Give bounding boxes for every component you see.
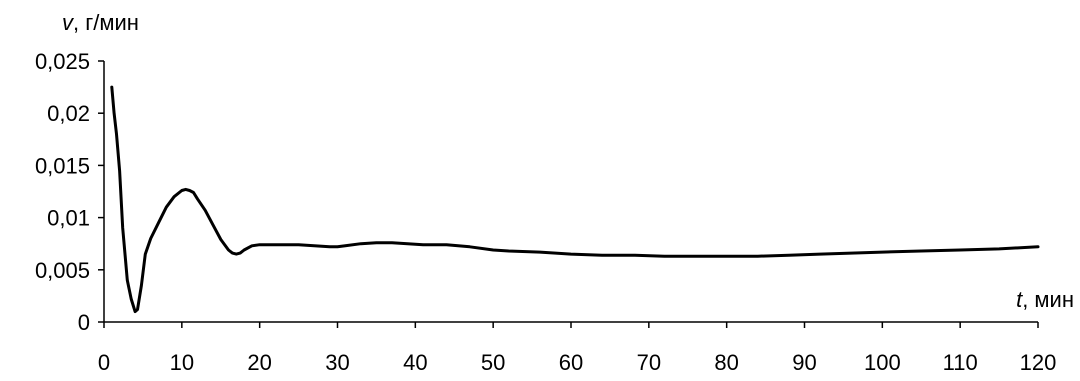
y-axis-label: v, г/мин [62,10,139,35]
y-tick-label: 0,02 [47,101,90,126]
x-axis-variable: t [1016,287,1023,312]
x-axis-unit: , мин [1022,287,1074,312]
y-tick-label: 0 [78,310,90,335]
y-axis-variable: v [62,10,75,35]
y-axis-unit: , г/мин [73,10,139,35]
series-layer [110,85,1040,314]
x-tick-label: 90 [792,350,816,375]
x-tick-label: 10 [170,350,194,375]
x-axis-label: t, мин [1016,287,1074,312]
x-tick-label: 0 [98,350,110,375]
y-tick-label: 0,025 [35,49,90,74]
axes [103,61,1038,323]
x-tick-label: 70 [637,350,661,375]
series-line [110,85,1040,314]
x-tick-label: 30 [325,350,349,375]
x-ticks: 0 10 20 30 40 50 60 70 80 90 100 110 120 [98,322,1056,375]
x-tick-label: 60 [559,350,583,375]
y-tick-label: 0,015 [35,153,90,178]
x-tick-label: 20 [247,350,271,375]
y-ticks: 0 0,005 0,01 0,015 0,02 0,025 [35,49,104,335]
x-tick-label: 40 [403,350,427,375]
x-tick-label: 120 [1020,350,1057,375]
x-tick-label: 80 [714,350,738,375]
y-tick-label: 0,01 [47,206,90,231]
x-tick-label: 50 [481,350,505,375]
x-tick-label: 110 [943,350,978,375]
x-tick-label: 100 [864,350,901,375]
y-tick-label: 0,005 [35,258,90,283]
